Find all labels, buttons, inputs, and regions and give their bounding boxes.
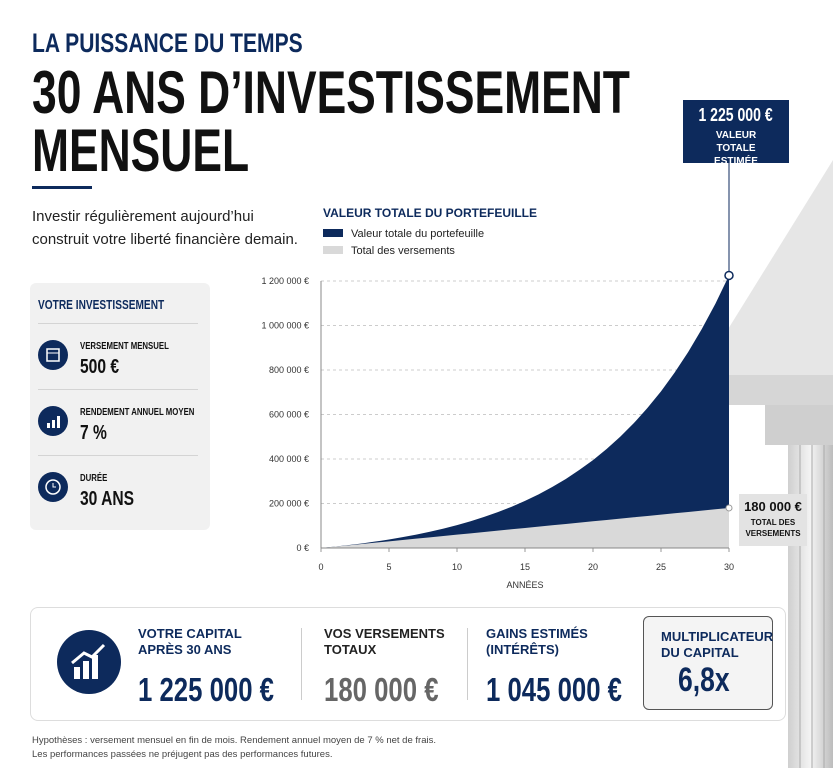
- divider: [467, 628, 468, 700]
- text: DU CAPITAL: [661, 645, 739, 660]
- text: 180 000 €: [744, 499, 802, 514]
- text: 30 ANS D’INVESTISSEMENT: [32, 59, 630, 126]
- text: 1 225 000 €: [138, 671, 274, 708]
- x-tick-label: 20: [588, 562, 598, 572]
- text: Hypothèses : versement mensuel en fin de…: [32, 735, 436, 746]
- text: VALEUR TOTALE ESTIMÉE: [714, 130, 758, 167]
- text: VOTRE CAPITAL: [138, 626, 242, 641]
- text: Investir régulièrement aujourd’hui: [32, 208, 254, 225]
- text: construit votre liberté financière demai…: [32, 231, 298, 248]
- x-tick-label: 15: [520, 562, 530, 572]
- end-marker: [724, 270, 734, 281]
- summary-item: VOS VERSEMENTS TOTAUX 180 000 €: [324, 626, 464, 706]
- text: VOS VERSEMENTS: [324, 626, 445, 641]
- text: (INTÉRÊTS): [486, 642, 559, 657]
- area: [321, 507, 729, 548]
- y-tick-label: 1 200 000 €: [261, 276, 309, 286]
- y-tick-label: 200 000 €: [269, 499, 309, 509]
- title: 30 ANS D’INVESTISSEMENT MENSUEL: [32, 59, 833, 184]
- y-tick-label: 400 000 €: [269, 454, 309, 464]
- legend-label: Valeur totale du portefeuille: [351, 228, 484, 240]
- text: 1 045 000 €: [486, 671, 622, 708]
- legend-swatch: [323, 246, 343, 254]
- x-tick-label: 30: [724, 562, 734, 572]
- legend-label: Total des versements: [351, 245, 455, 257]
- text: 7 %: [80, 422, 107, 444]
- contrib-callout: 180 000 € TOTAL DES VERSEMENTS: [739, 494, 807, 546]
- intro: Investir régulièrement aujourd’hui constr…: [32, 205, 298, 251]
- text: 1 225 000 €: [698, 105, 774, 125]
- end-marker: [725, 504, 733, 512]
- summary-item: VOTRE CAPITAL APRÈS 30 ANS 1 225 000 €: [138, 626, 298, 706]
- text: 500 €: [80, 356, 120, 378]
- chart-title: VALEUR TOTALE DU PORTEFEUILLE: [323, 206, 537, 220]
- multiplier: MULTIPLICATEUR DU CAPITAL 6,8x: [643, 616, 773, 710]
- text: LA PUISSANCE DU TEMPS: [32, 28, 303, 58]
- kicker: LA PUISSANCE DU TEMPS: [32, 28, 379, 59]
- legend-swatch: [323, 229, 343, 237]
- text: 30 ANS: [80, 488, 135, 510]
- text: MENSUEL: [32, 117, 250, 184]
- divider: [301, 628, 302, 700]
- x-tick-label: 10: [452, 562, 462, 572]
- x-axis-label: ANNÉES: [506, 580, 543, 590]
- x-tick-label: 5: [386, 562, 391, 572]
- x-tick-label: 0: [318, 562, 323, 572]
- text: DURÉE: [80, 473, 108, 484]
- text: Les performances passées ne préjugent pa…: [32, 749, 333, 760]
- investment-panel: VOTRE INVESTISSEMENT VERSEMENT MENSUEL 50…: [30, 283, 210, 530]
- y-tick-label: 600 000 €: [269, 410, 309, 420]
- text: VOTRE INVESTISSEMENT: [38, 297, 165, 312]
- panel-item: VERSEMENT MENSUEL 500 €: [38, 323, 198, 388]
- panel-item: RENDEMENT ANNUEL MOYEN 7 %: [38, 389, 198, 454]
- text: 180 000 €: [324, 671, 439, 708]
- text: VERSEMENT MENSUEL: [80, 341, 169, 352]
- panel-item: DURÉE 30 ANS: [38, 455, 198, 520]
- text: TOTAUX: [324, 642, 377, 657]
- y-tick-label: 1 000 000 €: [261, 321, 309, 331]
- total-callout: 1 225 000 € VALEUR TOTALE ESTIMÉE: [683, 100, 789, 167]
- text: TOTAL DES VERSEMENTS: [745, 518, 801, 538]
- text: GAINS ESTIMÉS: [486, 626, 588, 641]
- text: 6,8x: [678, 661, 730, 699]
- y-tick-label: 0 €: [296, 543, 309, 553]
- x-tick-label: 25: [656, 562, 666, 572]
- summary-item: GAINS ESTIMÉS (INTÉRÊTS) 1 045 000 €: [486, 626, 636, 706]
- column-illustration: [712, 160, 833, 768]
- y-tick-label: 800 000 €: [269, 365, 309, 375]
- rule: [32, 186, 92, 189]
- footnote: Hypothèses : versement mensuel en fin de…: [32, 734, 436, 762]
- summary: VOTRE CAPITAL APRÈS 30 ANS 1 225 000 € VOS…: [30, 607, 786, 721]
- text: RENDEMENT ANNUEL MOYEN: [80, 407, 195, 418]
- area: [321, 275, 729, 548]
- text: MULTIPLICATEUR: [661, 629, 774, 644]
- text: APRÈS 30 ANS: [138, 642, 232, 657]
